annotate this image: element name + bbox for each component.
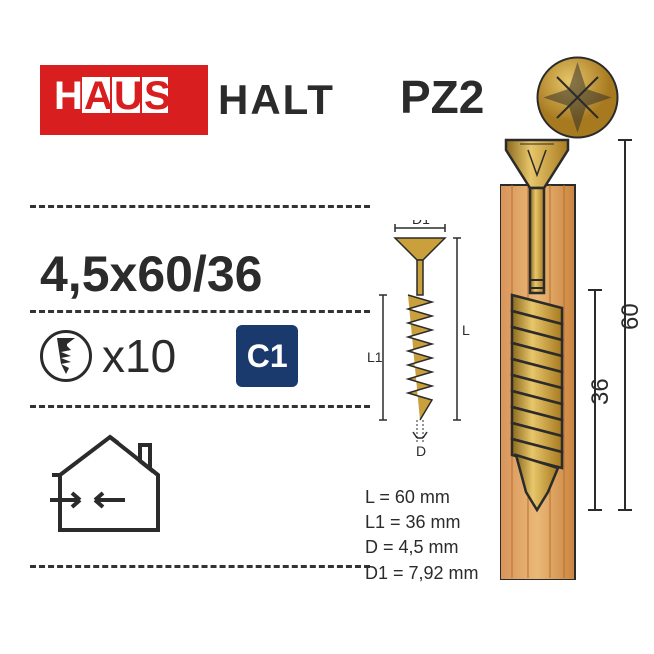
logo-haus-text: H A U S	[54, 73, 194, 127]
screw-in-wood-diagram: 60 36	[500, 130, 645, 585]
svg-text:A: A	[84, 74, 114, 117]
svg-text:S: S	[144, 74, 172, 117]
screw-icon	[40, 330, 92, 382]
quantity-label: x10	[102, 329, 176, 383]
divider	[30, 205, 370, 208]
svg-text:H: H	[54, 74, 84, 117]
schematic-diagram: D1 L L1 D	[365, 220, 475, 475]
dim-60: 60	[617, 303, 644, 330]
spec-diameter: D = 4,5 mm	[365, 535, 479, 560]
divider	[30, 405, 370, 408]
svg-text:L1: L1	[367, 349, 383, 365]
spec-length: L = 60 mm	[365, 485, 479, 510]
dim-36: 36	[587, 378, 614, 405]
logo-halt-text: HALT	[218, 76, 335, 124]
grade-badge: C1	[236, 325, 298, 387]
screw-dimensions: 4,5x60/36	[40, 245, 262, 303]
dim-d1-label: D1	[412, 220, 430, 227]
drive-type-label: PZ2	[400, 70, 484, 124]
svg-text:D: D	[416, 443, 426, 459]
logo-haus-box: H A U S	[40, 65, 208, 135]
spec-list: L = 60 mm L1 = 36 mm D = 4,5 mm D1 = 7,9…	[365, 485, 479, 586]
divider	[30, 565, 370, 568]
spec-head-diameter: D1 = 7,92 mm	[365, 561, 479, 586]
svg-text:U: U	[114, 74, 144, 117]
divider	[30, 310, 370, 313]
quantity-row: x10 C1	[40, 325, 298, 387]
svg-text:L: L	[462, 322, 470, 338]
brand-logo: H A U S HALT	[40, 65, 335, 135]
spec-thread-length: L1 = 36 mm	[365, 510, 479, 535]
indoor-use-icon	[40, 425, 160, 540]
